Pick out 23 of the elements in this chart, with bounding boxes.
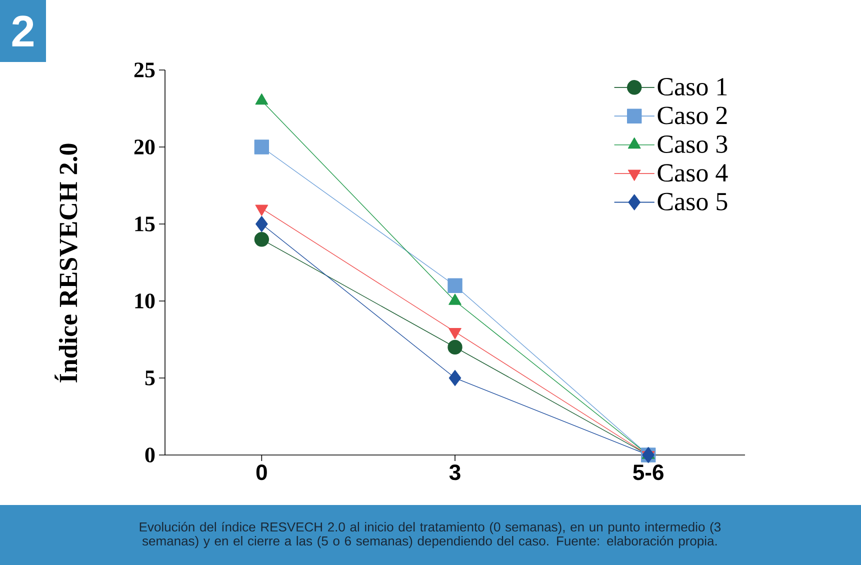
point: [254, 232, 270, 247]
point: [254, 140, 270, 154]
chart-title: 2: [12, 16, 34, 46]
x-tick-label: 5-6: [633, 464, 664, 480]
y-tick-label: 0: [145, 448, 155, 462]
text: Evolución del índice RESVECH 2.0 al inicio del tratamiento (0 semanas), en un punto intermedio (3 semanas) y en el cierre a las (5 o 6 semanas) dependiendo del caso. Fuente: elaboración propia.: [140, 522, 721, 548]
y-tick-label: 10: [135, 294, 155, 308]
y-tick-label: 25: [134, 62, 155, 78]
y-tick-label: 5: [145, 370, 155, 386]
point: [448, 278, 462, 293]
x-tick-label: 3: [449, 464, 460, 480]
legend-label: Caso 3: [658, 135, 728, 153]
legend-label: Caso 1: [658, 78, 727, 96]
point: [448, 340, 462, 355]
y-axis-title: Índice RESVECH 2.0: [54, 144, 78, 382]
legend-label: Caso 2: [658, 106, 727, 124]
x-tick-label: 0: [256, 464, 267, 480]
point: [256, 216, 268, 232]
legend-label: Caso 4: [658, 164, 728, 182]
y-tick-label: 20: [134, 140, 155, 154]
y-tick-label: 15: [135, 216, 155, 232]
legend-label: Caso 5: [658, 192, 728, 210]
point: [448, 370, 462, 386]
